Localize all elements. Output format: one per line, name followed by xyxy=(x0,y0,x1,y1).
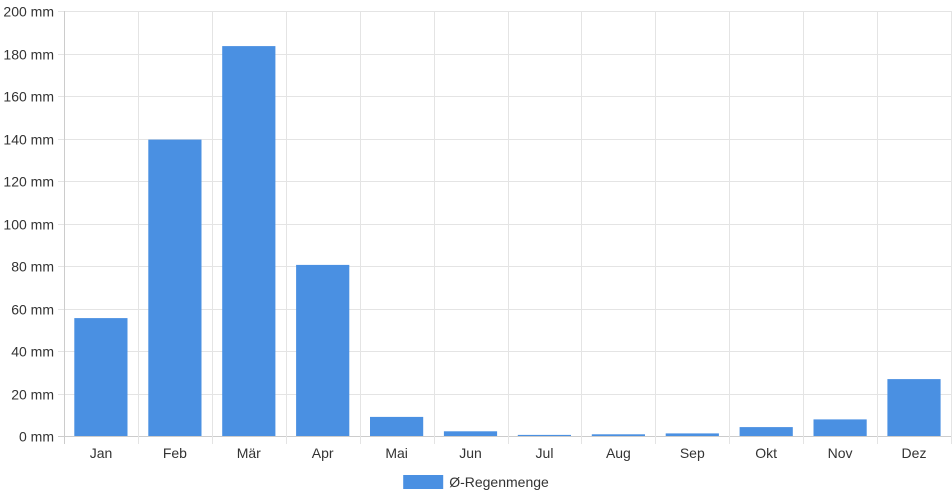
bar-apr[interactable] xyxy=(296,264,350,436)
y-tick-label: 80 mm xyxy=(11,259,54,275)
bar-feb[interactable] xyxy=(148,139,202,436)
x-tick-label: Mär xyxy=(237,445,261,461)
x-tick-label: Jan xyxy=(90,445,113,461)
legend-swatch xyxy=(403,475,444,489)
y-tick-label: 0 mm xyxy=(19,429,54,445)
bar-dez[interactable] xyxy=(887,379,941,436)
bar-sep[interactable] xyxy=(665,433,719,436)
bar-aug[interactable] xyxy=(591,434,645,436)
grid-lines xyxy=(58,11,952,444)
x-tick-label: Mai xyxy=(385,445,408,461)
y-tick-label: 160 mm xyxy=(3,89,54,105)
y-tick-label: 120 mm xyxy=(3,174,54,190)
y-tick-label: 180 mm xyxy=(3,47,54,63)
y-tick-label: 100 mm xyxy=(3,217,54,233)
x-tick-label: Okt xyxy=(755,445,777,461)
y-tick-label: 40 mm xyxy=(11,344,54,360)
y-tick-label: 20 mm xyxy=(11,387,54,403)
bar-mär[interactable] xyxy=(222,46,276,436)
bar-jun[interactable] xyxy=(443,431,498,436)
x-tick-label: Aug xyxy=(606,445,631,461)
y-tick-label: 140 mm xyxy=(3,132,54,148)
y-axis-tick-labels: 0 mm 20 mm 40 mm 60 mm 80 mm 100 mm 120 mm 140 … xyxy=(3,4,54,445)
x-tick-label: Apr xyxy=(312,445,334,461)
bar-okt[interactable] xyxy=(739,427,793,436)
bar-jul[interactable] xyxy=(517,434,571,436)
legend-label: Ø-Regenmenge xyxy=(449,474,549,490)
y-tick-label: 60 mm xyxy=(11,302,54,318)
y-tick-label: 200 mm xyxy=(3,4,54,20)
x-tick-label: Dez xyxy=(902,445,927,461)
bar-jan[interactable] xyxy=(74,318,128,436)
x-tick-label: Sep xyxy=(680,445,705,461)
bar-series xyxy=(74,46,941,436)
bar-nov[interactable] xyxy=(813,419,867,436)
x-tick-label: Jun xyxy=(459,445,482,461)
x-tick-label: Feb xyxy=(163,445,187,461)
x-tick-label: Nov xyxy=(828,445,853,461)
chart-legend[interactable]: Ø-Regenmenge xyxy=(403,474,549,490)
x-tick-label: Jul xyxy=(536,445,554,461)
bar-mai[interactable] xyxy=(370,416,424,436)
x-axis-tick-labels: Jan Feb Mär Apr Mai Jun Jul Aug Sep Okt Nov Dez xyxy=(90,445,927,461)
